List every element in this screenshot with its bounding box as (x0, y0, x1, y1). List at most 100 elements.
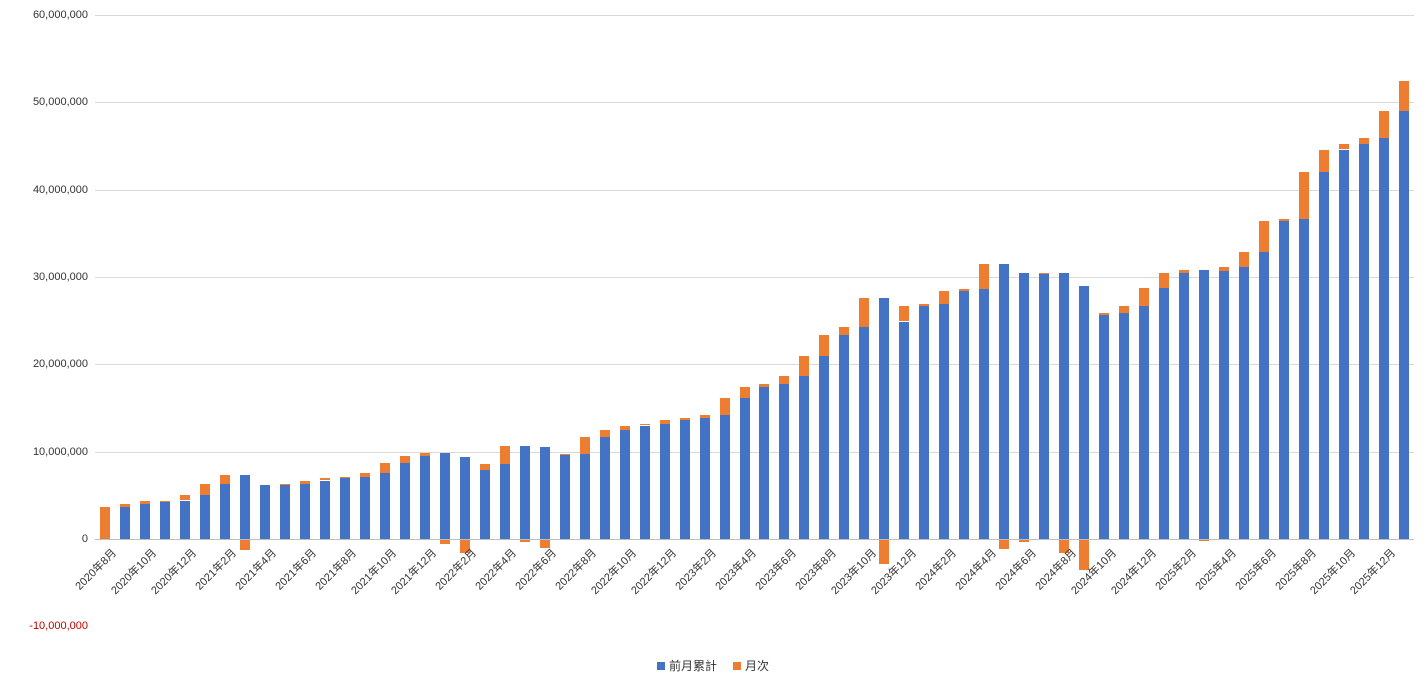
y-tick-label: 0 (81, 533, 88, 545)
bar-cumulative (879, 298, 889, 539)
x-tick-label: 2023年4月 (713, 547, 760, 593)
bar-monthly (1159, 272, 1169, 289)
bar-monthly (759, 384, 769, 387)
x-tick-label: 2021年2月 (193, 547, 240, 593)
bar-cumulative (1039, 274, 1049, 539)
bar-cumulative (460, 456, 470, 539)
y-tick-label: 20,000,000 (32, 358, 88, 370)
bar-monthly (320, 477, 330, 481)
bar-cumulative (200, 495, 210, 539)
bar-monthly (1199, 540, 1209, 541)
bar-monthly (1019, 540, 1029, 542)
bar-monthly (1079, 540, 1089, 570)
bar-monthly (1239, 251, 1249, 268)
bar-cumulative (260, 484, 270, 539)
bar-monthly (859, 298, 869, 327)
bar-cumulative (1179, 272, 1189, 539)
bar-cumulative (540, 447, 550, 539)
bar-monthly (819, 334, 829, 356)
bar-monthly (520, 540, 530, 542)
bar-cumulative (779, 384, 789, 539)
bar-cumulative (1019, 272, 1029, 539)
bar-monthly (480, 463, 490, 470)
bar-monthly (1379, 111, 1389, 139)
bar-monthly (959, 289, 969, 291)
bar-cumulative (1219, 270, 1229, 539)
bar-cumulative (560, 455, 570, 539)
bar-cumulative (440, 452, 450, 539)
bar-monthly (100, 506, 110, 539)
bar-monthly (220, 475, 230, 484)
bar-cumulative (1279, 221, 1289, 539)
x-tick-label: 2021年6月 (273, 547, 320, 593)
x-tick-label: 2022年6月 (513, 547, 560, 593)
bar-cumulative (1199, 270, 1209, 539)
legend-item-monthly: 月次 (733, 657, 769, 674)
bar-cumulative (1079, 285, 1089, 539)
bar-cumulative (919, 305, 929, 539)
bar-cumulative (1259, 251, 1269, 539)
bar-cumulative (420, 456, 430, 539)
y-tick-label: 40,000,000 (32, 184, 88, 196)
bar-monthly (380, 463, 390, 473)
bar-monthly (240, 540, 250, 550)
bar-monthly (939, 291, 949, 305)
gridline (95, 190, 1414, 191)
gridline (95, 452, 1414, 453)
gridline (95, 15, 1414, 16)
legend-swatch-cumulative-icon (656, 661, 665, 670)
chart-legend: 前月累計 月次 (0, 657, 1426, 674)
bar-monthly (919, 304, 929, 306)
bar-monthly (1279, 219, 1289, 222)
bar-cumulative (1239, 267, 1249, 539)
bar-monthly (620, 425, 630, 430)
bar-cumulative (340, 477, 350, 539)
bar-cumulative (1059, 272, 1069, 539)
bar-monthly (500, 445, 510, 464)
bar-monthly (560, 454, 570, 456)
bar-monthly (460, 540, 470, 554)
bar-monthly (1039, 272, 1049, 275)
bar-cumulative (1359, 144, 1369, 539)
bar-monthly (1139, 288, 1149, 306)
x-tick-label: 2022年2月 (433, 547, 480, 593)
y-tick-label: 50,000,000 (32, 96, 88, 108)
gridline (95, 277, 1414, 278)
bar-cumulative (839, 334, 849, 539)
bar-cumulative (500, 463, 510, 539)
bar-cumulative (1379, 138, 1389, 539)
y-tick-label: 60,000,000 (32, 9, 88, 21)
bar-cumulative (720, 415, 730, 539)
bar-monthly (779, 375, 789, 385)
x-tick-label: 2024年6月 (993, 547, 1039, 593)
bar-monthly (1179, 270, 1189, 273)
bar-cumulative (300, 484, 310, 539)
bar-monthly (600, 429, 610, 437)
bar-cumulative (1159, 288, 1169, 539)
bar-cumulative (1139, 305, 1149, 539)
bar-cumulative (580, 454, 590, 539)
bar-monthly (1299, 172, 1309, 220)
bar-monthly (839, 326, 849, 335)
x-tick-label: 2021年4月 (233, 547, 280, 593)
bar-monthly (680, 417, 690, 421)
bar-monthly (979, 263, 989, 290)
x-tick-label: 2025年2月 (1152, 547, 1199, 593)
x-tick-label: 2023年2月 (673, 547, 720, 593)
legend-swatch-monthly-icon (733, 661, 741, 670)
x-tick-label: 2022年4月 (473, 547, 520, 593)
bar-monthly (1359, 138, 1369, 145)
bar-monthly (140, 501, 150, 504)
bar-cumulative (640, 425, 650, 539)
bar-monthly (180, 495, 190, 501)
bar-cumulative (859, 326, 869, 539)
bar-monthly (740, 387, 750, 398)
bar-monthly (200, 484, 210, 496)
bar-monthly (1099, 312, 1109, 316)
bar-cumulative (220, 484, 230, 539)
bar-cumulative (600, 436, 610, 539)
bar-monthly (1339, 144, 1349, 150)
bar-cumulative (120, 506, 130, 539)
